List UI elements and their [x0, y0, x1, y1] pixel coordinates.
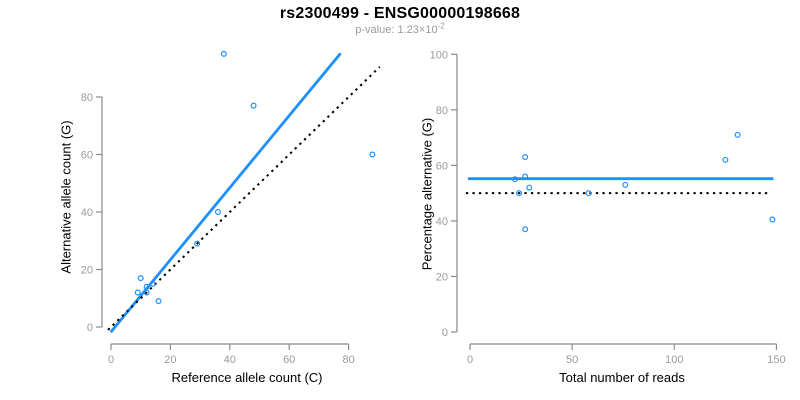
- y-tick-label: 0: [442, 327, 448, 339]
- data-point: [137, 275, 144, 282]
- data-point: [522, 173, 529, 180]
- data-point: [769, 216, 776, 223]
- x-tick-label: 20: [164, 354, 176, 366]
- y-tick-label: 20: [81, 265, 93, 277]
- data-point: [194, 240, 201, 247]
- x-tick-label: 100: [665, 354, 683, 366]
- y-tick-label: 40: [436, 216, 448, 228]
- data-point: [722, 156, 729, 163]
- y-tick-label: 80: [436, 105, 448, 117]
- identity-line: [107, 66, 381, 331]
- right-yaxis-label: Percentage alternative (G): [419, 117, 435, 271]
- data-point: [369, 151, 376, 158]
- y-tick-label: 40: [81, 207, 93, 219]
- pvalue-exponent: -2: [437, 21, 445, 31]
- data-point: [134, 289, 141, 296]
- y-tick-label: 100: [430, 49, 448, 61]
- data-point: [143, 283, 150, 290]
- data-point: [585, 190, 592, 197]
- y-tick-label: 60: [81, 150, 93, 162]
- data-point: [143, 289, 150, 296]
- data-point: [511, 176, 518, 183]
- pvalue-subtitle: p-value: 1.23×10-2: [0, 21, 800, 36]
- data-point: [622, 181, 629, 188]
- pvalue-label: p-value:: [355, 24, 395, 36]
- figure-title: rs2300499 - ENSG00000198668: [279, 5, 521, 22]
- y-tick-label: 80: [81, 92, 93, 104]
- x-tick-label: 80: [342, 354, 354, 366]
- x-tick-label: 50: [566, 354, 578, 366]
- left-xaxis-label: Reference allele count (C): [171, 370, 323, 385]
- data-point: [155, 298, 162, 305]
- y-tick-label: 60: [436, 160, 448, 172]
- x-tick-label: 0: [108, 354, 114, 366]
- data-point: [149, 280, 156, 287]
- pvalue-mantissa: 1.23: [397, 24, 419, 36]
- x-tick-label: 150: [767, 354, 785, 366]
- right-xaxis-label: Total number of reads: [559, 370, 685, 385]
- x-tick-label: 0: [467, 354, 473, 366]
- data-point: [214, 209, 221, 216]
- left-yaxis-label: Alternative allele count (G): [58, 120, 74, 274]
- y-tick-label: 0: [87, 322, 93, 334]
- data-point: [734, 131, 741, 138]
- pvalue-base: 10: [425, 24, 438, 36]
- multiplication-sign: ×: [418, 24, 426, 36]
- y-tick-label: 20: [436, 271, 448, 283]
- data-point: [250, 102, 257, 109]
- data-point: [522, 226, 529, 233]
- x-tick-label: 60: [283, 354, 295, 366]
- data-point: [526, 184, 533, 191]
- data-point: [516, 190, 523, 197]
- data-point: [220, 50, 227, 57]
- x-tick-label: 40: [224, 354, 236, 366]
- data-point: [522, 154, 529, 161]
